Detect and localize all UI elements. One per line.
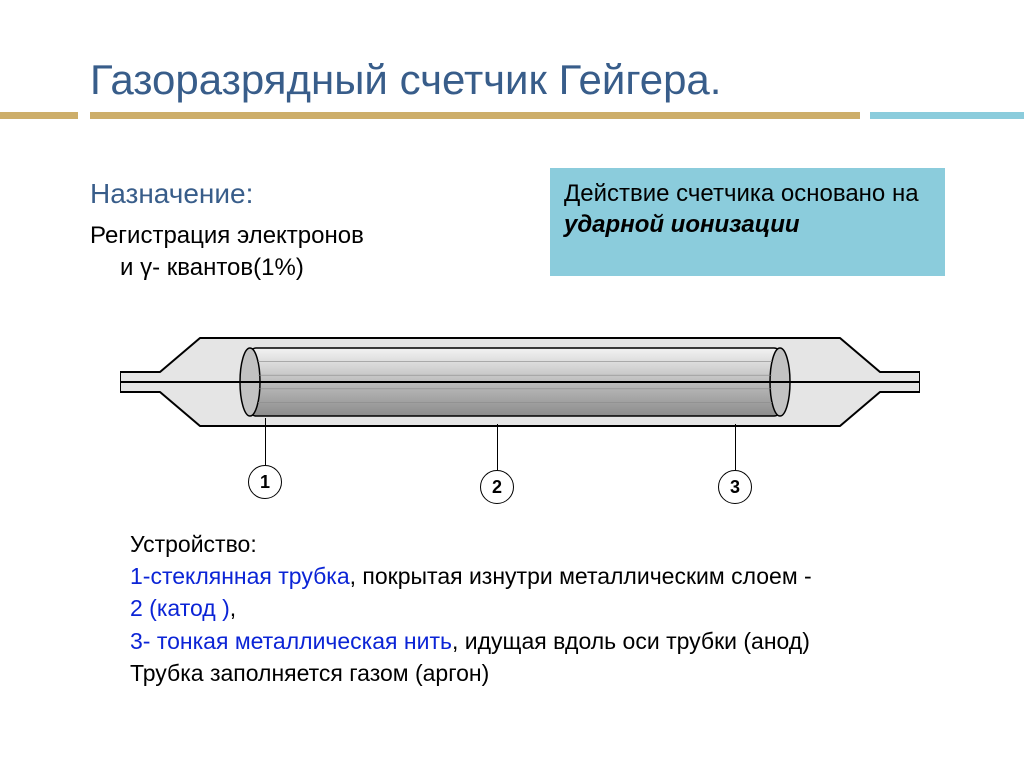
desc-footer: Трубка заполняется газом (аргон): [130, 657, 930, 689]
callout-line: [497, 424, 498, 470]
principle-callout: Действие счетчика основано на ударной ио…: [550, 168, 945, 276]
desc-header: Устройство:: [130, 528, 930, 560]
decorative-bar: [0, 112, 78, 119]
decorative-bar: [90, 112, 860, 119]
desc-line: 2 (катод ),: [130, 592, 930, 624]
tube-svg: [120, 320, 920, 510]
callout-line: [735, 424, 736, 470]
diagram-label-1: 1: [248, 465, 282, 499]
device-description: Устройство: 1-стеклянная трубка, покрыта…: [130, 528, 930, 689]
decorative-bar: [870, 112, 1024, 119]
desc-label-black: ,: [230, 595, 236, 621]
callout-emph: ударной ионизации: [564, 211, 800, 238]
desc-label-blue: 2 (катод ): [130, 595, 230, 621]
page-title: Газоразрядный счетчик Гейгера.: [90, 56, 721, 104]
geiger-tube-diagram: 1 2 3: [120, 320, 920, 510]
desc-label-blue: 1-стеклянная трубка: [130, 563, 350, 589]
purpose-text: Регистрация электронов и γ- квантов(1%): [90, 220, 470, 285]
purpose-line2: и γ- квантов(1%): [90, 252, 470, 284]
desc-label-black: , покрытая изнутри металлическим слоем -: [350, 563, 812, 589]
diagram-label-2: 2: [480, 470, 514, 504]
callout-pre: Действие счетчика основано на: [564, 180, 919, 207]
desc-label-blue: 3- тонкая металлическая нить: [130, 628, 452, 654]
purpose-label: Назначение:: [90, 178, 253, 210]
diagram-label-3: 3: [718, 470, 752, 504]
desc-label-black: , идущая вдоль оси трубки (анод): [452, 628, 810, 654]
callout-line: [265, 418, 266, 465]
purpose-line1: Регистрация электронов: [90, 222, 364, 249]
desc-line: 3- тонкая металлическая нить, идущая вдо…: [130, 625, 930, 657]
desc-line: 1-стеклянная трубка, покрытая изнутри ме…: [130, 560, 930, 592]
